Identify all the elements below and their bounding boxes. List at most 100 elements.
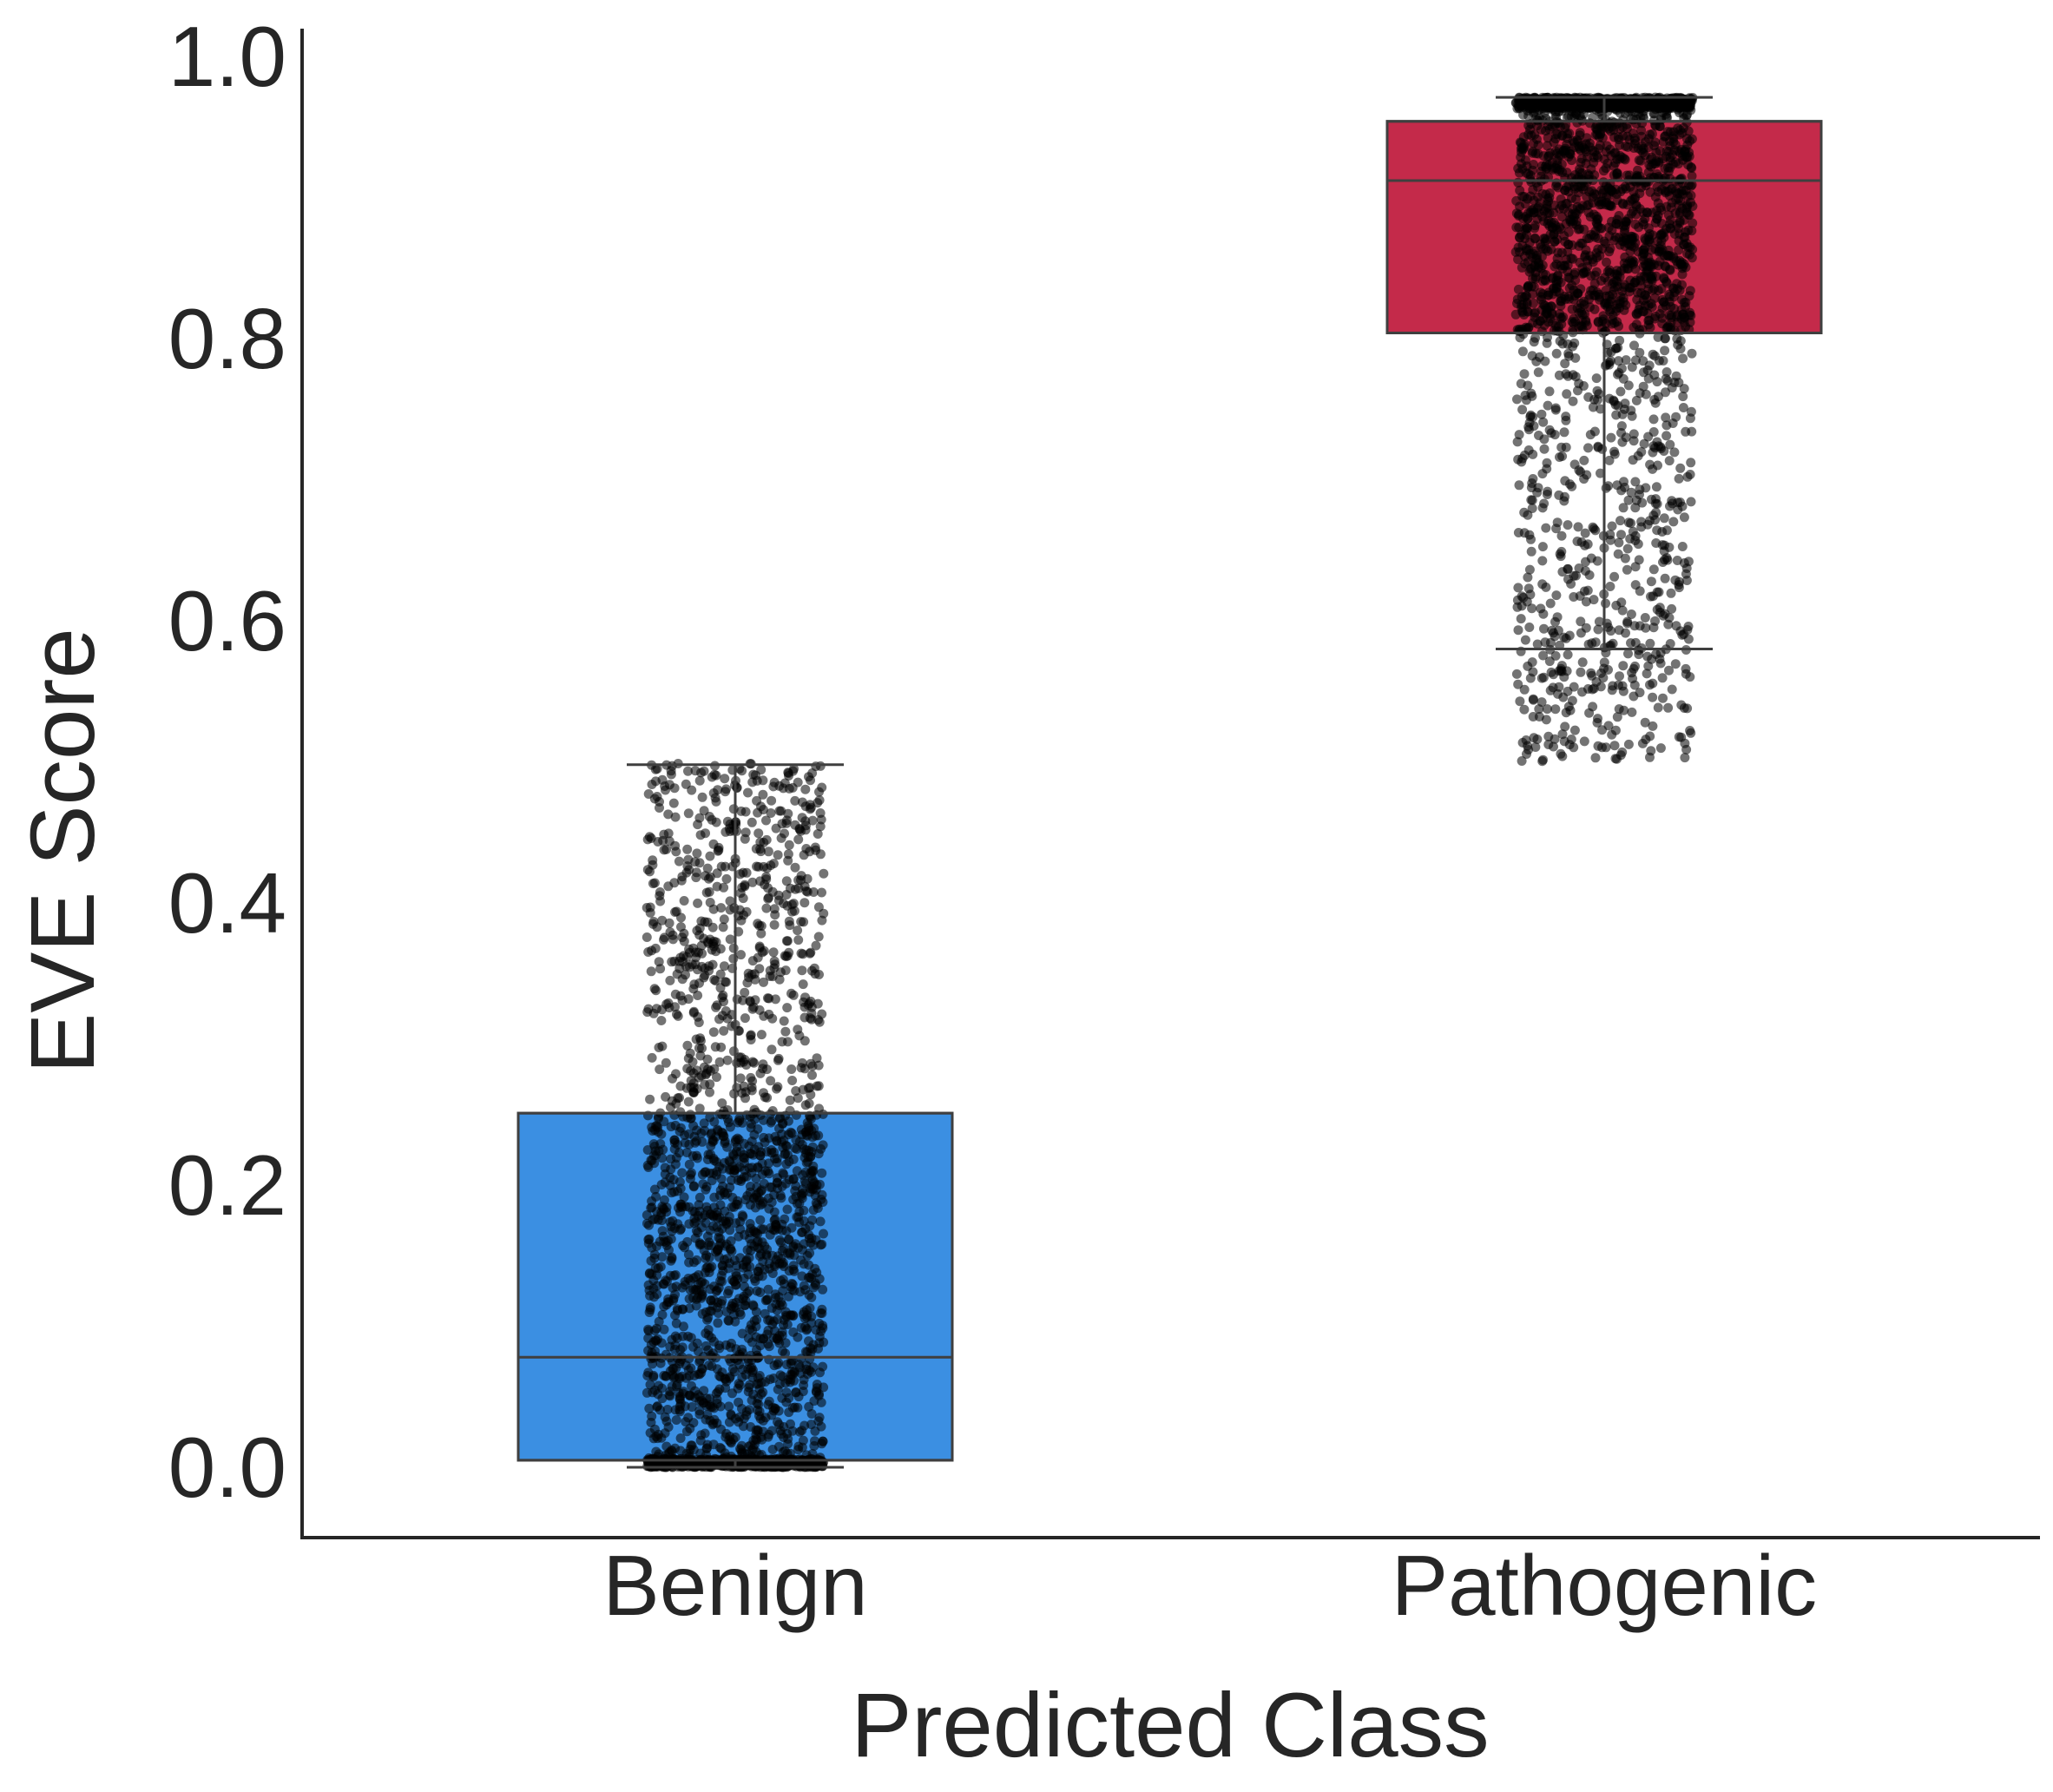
benign-point	[737, 1117, 747, 1128]
pathogenic-point	[1663, 162, 1674, 173]
pathogenic-point	[1550, 734, 1560, 744]
pathogenic-point	[1630, 661, 1640, 671]
pathogenic-point	[1538, 650, 1549, 661]
pathogenic-point	[1565, 149, 1576, 160]
benign-point	[694, 930, 705, 940]
benign-point	[700, 1125, 710, 1136]
benign-point	[699, 806, 709, 816]
benign-point	[713, 1318, 723, 1328]
pathogenic-point	[1613, 549, 1623, 559]
benign-point	[806, 1409, 817, 1419]
benign-point	[797, 1442, 807, 1453]
benign-point	[775, 1370, 786, 1380]
pathogenic-point	[1671, 412, 1681, 422]
benign-point	[645, 866, 655, 877]
pathogenic-point	[1687, 171, 1697, 181]
pathogenic-point	[1664, 456, 1675, 466]
pathogenic-point	[1615, 140, 1625, 150]
pathogenic-point	[1652, 604, 1662, 615]
benign-point	[781, 876, 792, 886]
benign-point	[708, 1221, 719, 1231]
pathogenic-point	[1667, 198, 1677, 208]
benign-point	[769, 777, 780, 787]
pathogenic-point	[1530, 261, 1540, 272]
pathogenic-point	[1545, 229, 1556, 240]
benign-point	[654, 1429, 663, 1440]
benign-point	[659, 829, 669, 840]
benign-point	[722, 1055, 733, 1065]
pathogenic-point	[1623, 495, 1634, 505]
benign-point	[806, 1318, 817, 1328]
benign-point	[784, 1407, 794, 1418]
pathogenic-point	[1661, 420, 1672, 431]
benign-point	[657, 1252, 668, 1262]
benign-point	[790, 1239, 800, 1249]
pathogenic-point	[1576, 537, 1587, 547]
benign-point	[647, 1156, 657, 1166]
pathogenic-point	[1682, 471, 1693, 482]
benign-point	[784, 916, 794, 926]
pathogenic-point	[1512, 437, 1523, 447]
pathogenic-point	[1674, 580, 1684, 590]
pathogenic-point	[1675, 344, 1686, 354]
pathogenic-point	[1667, 603, 1677, 614]
benign-point	[819, 1382, 829, 1393]
benign-point	[804, 1290, 814, 1300]
benign-point	[763, 1400, 773, 1410]
benign-point	[746, 1223, 756, 1234]
pathogenic-point	[1574, 379, 1584, 389]
benign-point	[650, 1346, 660, 1356]
benign-point	[667, 957, 677, 967]
pathogenic-point	[1575, 203, 1585, 214]
benign-point	[819, 868, 829, 879]
benign-point	[661, 1057, 671, 1068]
benign-point	[764, 1429, 774, 1440]
benign-point	[817, 1168, 827, 1178]
pathogenic-point	[1607, 729, 1617, 740]
benign-point	[790, 1460, 800, 1471]
benign-point	[659, 1195, 669, 1205]
pathogenic-point	[1616, 421, 1627, 432]
benign-point	[777, 819, 787, 829]
pathogenic-point	[1568, 341, 1578, 352]
benign-point	[769, 1326, 780, 1336]
benign-point	[656, 1129, 667, 1139]
pathogenic-point	[1651, 482, 1661, 492]
pathogenic-point	[1672, 279, 1681, 289]
pathogenic-point	[1539, 623, 1549, 634]
benign-point	[682, 1040, 693, 1051]
benign-point	[785, 1249, 795, 1260]
pathogenic-point	[1667, 383, 1677, 393]
pathogenic-point	[1550, 109, 1561, 119]
pathogenic-point	[1569, 725, 1580, 735]
benign-point	[735, 1309, 746, 1320]
benign-point	[674, 1176, 685, 1187]
benign-point	[764, 1341, 774, 1352]
pathogenic-point	[1654, 356, 1664, 366]
pathogenic-point	[1642, 260, 1652, 271]
benign-point	[807, 1215, 818, 1225]
pathogenic-point	[1648, 414, 1659, 425]
pathogenic-point	[1636, 447, 1647, 457]
benign-point	[669, 1135, 680, 1145]
benign-point	[678, 1304, 688, 1314]
pathogenic-point	[1526, 546, 1536, 557]
pathogenic-point	[1629, 429, 1639, 439]
benign-point	[819, 1337, 829, 1347]
benign-point	[713, 846, 723, 856]
pathogenic-point	[1615, 386, 1626, 397]
pathogenic-point	[1615, 516, 1625, 526]
pathogenic-point	[1527, 391, 1537, 401]
benign-point	[767, 972, 778, 982]
pathogenic-point	[1604, 455, 1615, 465]
pathogenic-point	[1562, 389, 1572, 399]
benign-point	[784, 1393, 794, 1403]
pathogenic-point	[1517, 756, 1527, 766]
benign-point	[795, 1287, 806, 1297]
pathogenic-point	[1683, 634, 1694, 644]
benign-point	[753, 1236, 763, 1246]
benign-point	[688, 1151, 698, 1161]
benign-point	[817, 915, 827, 926]
pathogenic-point	[1590, 637, 1601, 648]
pathogenic-point	[1666, 301, 1676, 312]
